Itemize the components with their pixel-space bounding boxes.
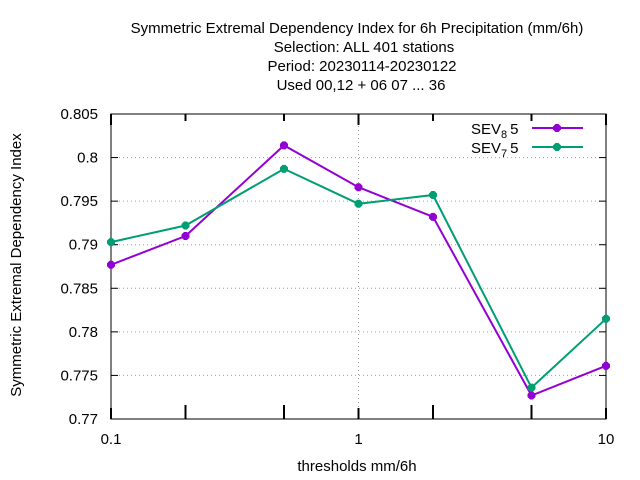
- data-point: [279, 164, 288, 173]
- series-2: [107, 164, 610, 392]
- data-point: [181, 232, 190, 240]
- legend-entry-2: SEV7 5: [471, 140, 583, 160]
- title-line-4: Used 00,12 + 06 07 ... 36: [277, 77, 446, 94]
- data-point: [527, 391, 536, 400]
- grid: [111, 114, 606, 419]
- y-tick-label: 0.795: [60, 193, 98, 210]
- x-tick-label: 1: [354, 431, 362, 448]
- legend-label: SEV8 5: [471, 121, 518, 141]
- x-tick-label: 0.1: [101, 431, 122, 448]
- y-tick-label: 0.79: [69, 237, 98, 254]
- chart-title: Symmetric Extremal Dependency Index for …: [131, 20, 584, 94]
- y-tick-label: 0.77: [69, 411, 98, 428]
- data-point: [429, 191, 438, 200]
- data-point: [354, 183, 363, 192]
- x-tick-label: 10: [598, 431, 615, 448]
- data-point: [181, 221, 190, 230]
- data-point: [279, 141, 288, 150]
- y-tick-label: 0.775: [60, 367, 98, 384]
- legend-entry-1: SEV8 5: [471, 121, 583, 141]
- data-point: [527, 383, 536, 392]
- series-1: [107, 141, 610, 400]
- y-tick-label: 0.805: [60, 106, 98, 123]
- legend-marker: [553, 143, 561, 151]
- data-point: [602, 361, 610, 370]
- axis-ticks: [110, 113, 607, 420]
- data-point: [602, 314, 610, 323]
- data-series: [107, 141, 610, 400]
- title-line-3: Period: 20230114-20230122: [267, 58, 456, 75]
- y-tick-label: 0.8: [77, 150, 98, 167]
- title-line-2: Selection: ALL 401 stations: [274, 39, 454, 56]
- data-point: [354, 199, 363, 208]
- title-line-1: Symmetric Extremal Dependency Index for …: [131, 20, 584, 37]
- y-axis-tick-labels: 0.77 0.775 0.78 0.785 0.79 0.795 0.8 0.805: [60, 106, 98, 428]
- x-axis-tick-labels: 0.1 1 10: [101, 431, 615, 448]
- data-point: [107, 238, 115, 247]
- y-tick-label: 0.78: [69, 324, 98, 341]
- data-point: [429, 212, 438, 221]
- legend-label: SEV7 5: [471, 140, 518, 160]
- y-axis-label: Symmetric Extremal Dependency Index: [8, 133, 25, 397]
- data-point: [107, 260, 115, 269]
- y-tick-label: 0.785: [60, 280, 98, 297]
- x-axis-label: thresholds mm/6h: [297, 458, 416, 475]
- legend-marker: [553, 124, 561, 132]
